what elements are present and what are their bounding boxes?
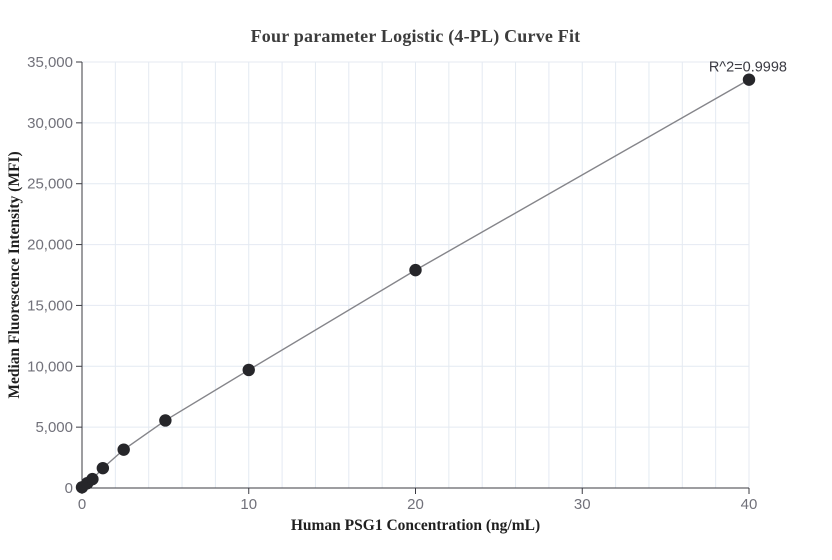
- y-axis-ticks: 0 5,000 10,000 15,000 20,000 25,000 30,000 35,0…: [27, 54, 82, 497]
- data-point: [409, 263, 422, 277]
- r-squared-annotation: R^2=0.9998: [709, 60, 787, 76]
- y-tick-label: 15,000: [27, 297, 73, 314]
- x-tick-label: 10: [240, 496, 257, 513]
- x-tick-label: 30: [574, 496, 591, 513]
- y-tick-label: 5,000: [35, 419, 73, 436]
- x-axis-ticks: 0 10 20 30 40: [78, 488, 758, 513]
- x-tick-label: 20: [407, 496, 424, 513]
- y-tick-label: 30,000: [27, 115, 73, 132]
- x-tick-label: 40: [741, 496, 758, 513]
- y-tick-label: 25,000: [27, 176, 73, 193]
- y-tick-label: 0: [65, 480, 73, 497]
- chart-title: Four parameter Logistic (4-PL) Curve Fit: [250, 26, 581, 46]
- x-tick-label: 0: [78, 496, 86, 513]
- data-points: [75, 73, 756, 494]
- y-tick-label: 20,000: [27, 237, 73, 254]
- data-point: [86, 472, 99, 486]
- data-point: [117, 443, 130, 456]
- y-axis-title: Median Fluorescence Intensity (MFI): [6, 151, 23, 399]
- x-axis-title: Human PSG1 Concentration (ng/mL): [290, 517, 541, 534]
- y-tick-label: 35,000: [27, 54, 73, 71]
- data-point: [742, 73, 756, 86]
- y-tick-label: 10,000: [27, 358, 73, 375]
- data-point: [242, 363, 255, 377]
- data-point: [96, 461, 110, 475]
- data-point: [159, 414, 172, 427]
